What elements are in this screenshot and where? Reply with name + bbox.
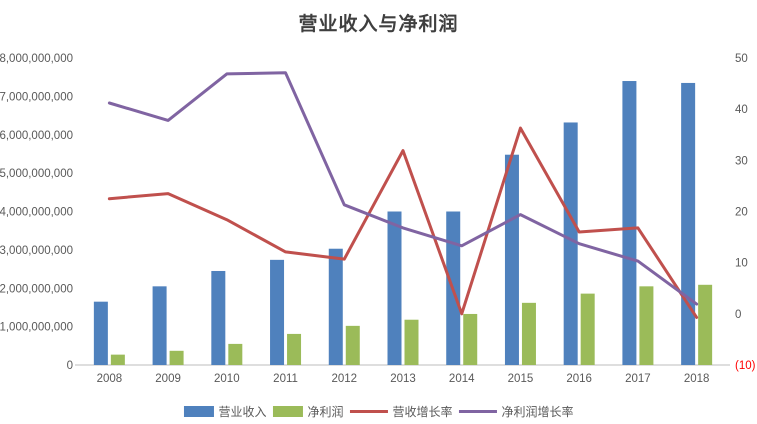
revenue-bar-2013 bbox=[387, 211, 402, 365]
revenue-bar-2012 bbox=[328, 248, 343, 365]
legend-swatch-bar-0 bbox=[183, 406, 214, 417]
x-axis-label-2008: 2008 bbox=[97, 373, 123, 385]
profit-bar-2010 bbox=[228, 343, 243, 365]
x-axis-label-2018: 2018 bbox=[684, 373, 710, 385]
legend-label-3: 净利润增长率 bbox=[501, 405, 574, 419]
x-axis-label-2012: 2012 bbox=[331, 373, 357, 385]
legend-item-2: 营收增长率 bbox=[349, 403, 453, 420]
x-axis-label-2017: 2017 bbox=[625, 373, 651, 385]
x-axis-label-2015: 2015 bbox=[508, 373, 534, 385]
left-axis-tick-4: 4,000,000,000 bbox=[0, 207, 73, 219]
right-axis-tick-4: 30 bbox=[735, 155, 748, 167]
profit-bar-2016 bbox=[580, 293, 595, 365]
legend-label-0: 营业收入 bbox=[218, 405, 267, 419]
profit-bar-2009 bbox=[169, 350, 184, 365]
profit-bar-2012 bbox=[345, 325, 360, 365]
legend-item-0: 营业收入 bbox=[183, 403, 266, 420]
left-axis-tick-2: 2,000,000,000 bbox=[0, 283, 73, 295]
x-axis-label-2010: 2010 bbox=[214, 373, 240, 385]
right-axis-tick-5: 40 bbox=[735, 104, 748, 116]
revenue-bar-2018 bbox=[681, 82, 696, 365]
right-axis-tick-6: 50 bbox=[735, 53, 748, 65]
left-axis-tick-3: 3,000,000,000 bbox=[0, 245, 73, 257]
legend-label-1: 净利润 bbox=[307, 405, 344, 419]
profit-bar-2014 bbox=[463, 313, 478, 365]
revenue-bar-2017 bbox=[622, 81, 637, 366]
legend-swatch-line-3 bbox=[458, 410, 497, 413]
right-axis-tick-1: 0 bbox=[735, 309, 741, 321]
profit-bar-2011 bbox=[287, 333, 302, 365]
legend-swatch-line-2 bbox=[349, 410, 388, 413]
legend-label-2: 营收增长率 bbox=[392, 405, 453, 419]
x-axis-label-2013: 2013 bbox=[390, 373, 416, 385]
revenue-bar-2009 bbox=[152, 286, 167, 365]
right-axis-tick-0: (10) bbox=[735, 360, 756, 372]
chart-legend: 营业收入 净利润 营收增长率 净利润增长率 bbox=[183, 403, 574, 420]
left-axis-tick-7: 7,000,000,000 bbox=[0, 91, 73, 103]
revenue-bar-2011 bbox=[270, 259, 285, 365]
chart-title: 营业收入与净利润 bbox=[298, 14, 459, 35]
right-axis-tick-2: 10 bbox=[735, 258, 748, 270]
right-axis-tick-3: 20 bbox=[735, 207, 748, 219]
left-axis-tick-0: 0 bbox=[67, 360, 73, 372]
profit-bar-2013 bbox=[404, 319, 419, 365]
profit-bar-2018 bbox=[698, 284, 713, 365]
x-axis-label-2009: 2009 bbox=[155, 373, 181, 385]
profit-bar-2017 bbox=[639, 286, 654, 365]
revenue-bar-2015 bbox=[504, 154, 519, 365]
legend-swatch-bar-1 bbox=[272, 406, 303, 417]
profit-growth-line bbox=[107, 71, 699, 306]
left-axis-tick-8: 8,000,000,000 bbox=[0, 53, 73, 65]
x-axis-label-2014: 2014 bbox=[449, 373, 475, 385]
left-axis-tick-6: 6,000,000,000 bbox=[0, 130, 73, 142]
x-axis-label-2011: 2011 bbox=[273, 373, 298, 385]
x-axis-label-2016: 2016 bbox=[566, 373, 592, 385]
profit-bar-2015 bbox=[521, 302, 536, 365]
left-axis-tick-5: 5,000,000,000 bbox=[0, 168, 73, 180]
profit-bar-2008 bbox=[110, 354, 125, 365]
legend-item-3: 净利润增长率 bbox=[458, 403, 574, 420]
revenue-bar-2008 bbox=[93, 301, 108, 365]
left-axis-tick-1: 1,000,000,000 bbox=[0, 322, 73, 334]
revenue-bar-2010 bbox=[211, 270, 226, 365]
legend-item-1: 净利润 bbox=[272, 403, 344, 420]
revenue-bar-2016 bbox=[563, 122, 578, 365]
revenue-growth-line bbox=[107, 126, 699, 319]
